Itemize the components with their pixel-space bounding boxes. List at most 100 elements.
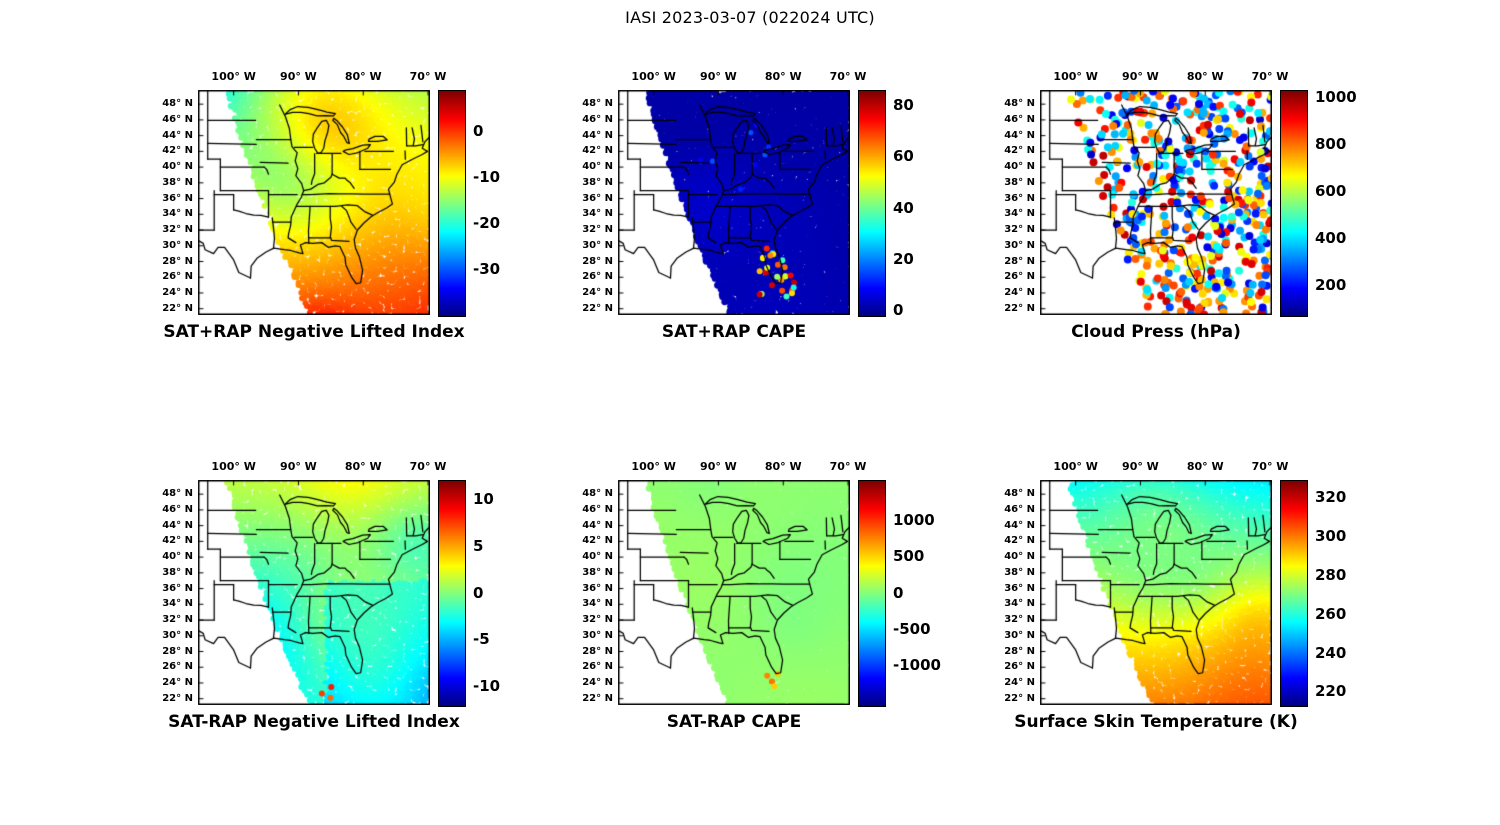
colorbar [858, 480, 886, 707]
panel-surface-skin-temp: Surface Skin Temperature (K) 320 300 280 26… [970, 435, 1380, 747]
map-plot [1040, 480, 1272, 705]
colorbar-tick-label: 320 [1315, 488, 1347, 507]
lat-tick-label: 40° N [162, 551, 193, 563]
lon-tick-label: 70° W [829, 70, 867, 83]
lat-tick-label: 40° N [582, 551, 613, 563]
colorbar-tick-label: 400 [1315, 228, 1347, 247]
lat-tick-label: 32° N [582, 224, 613, 236]
lat-tick-label: 44° N [1004, 129, 1035, 141]
lat-tick-label: 44° N [582, 129, 613, 141]
lat-tick-label: 24° N [1004, 676, 1035, 688]
lat-tick-label: 48° N [162, 488, 193, 500]
lat-tick-label: 42° N [582, 145, 613, 157]
lat-tick-label: 28° N [162, 645, 193, 657]
lon-tick-label: 70° W [829, 460, 867, 473]
colorbar-tick-label: -1000 [893, 656, 941, 675]
lon-tick-label: 90° W [700, 460, 737, 473]
lat-tick-label: 38° N [162, 176, 193, 188]
lat-tick-label: 26° N [162, 661, 193, 673]
lat-tick-label: 32° N [582, 614, 613, 626]
lat-tick-label: 34° N [582, 208, 613, 220]
lat-tick-label: 30° N [582, 239, 613, 251]
lat-tick-label: 26° N [582, 661, 613, 673]
lat-tick-label: 38° N [582, 176, 613, 188]
lat-tick-label: 30° N [162, 239, 193, 251]
lat-tick-label: 22° N [582, 302, 613, 314]
colorbar-tick-label: -500 [893, 619, 931, 638]
lat-tick-label: 46° N [582, 113, 613, 125]
lat-tick-label: 32° N [162, 224, 193, 236]
colorbar-tick-label: -10 [473, 677, 501, 696]
lat-tick-label: 24° N [1004, 286, 1035, 298]
lon-tick-label: 80° W [1186, 460, 1224, 473]
lat-tick-label: 42° N [1004, 535, 1035, 547]
lon-tick-label: 100° W [631, 70, 676, 83]
lat-tick-label: 44° N [162, 129, 193, 141]
lon-tick-label: 90° W [280, 460, 317, 473]
lat-tick-label: 34° N [162, 598, 193, 610]
panel-sat-minus-rap-nli: SAT-RAP Negative Lifted Index 10 5 0 -5 -10 1… [128, 435, 538, 747]
colorbar-tick-label: 20 [893, 249, 914, 268]
lon-tick-label: 80° W [344, 460, 382, 473]
colorbar-tick-label: -5 [473, 630, 490, 649]
colorbar-tick-label: 0 [473, 122, 484, 141]
colorbar [1280, 480, 1308, 707]
colorbar-tick-label: -10 [473, 168, 501, 187]
colorbar-tick-label: 240 [1315, 643, 1347, 662]
colorbar-tick-label: 80 [893, 96, 914, 115]
lat-tick-label: 34° N [162, 208, 193, 220]
map-plot [1040, 90, 1272, 315]
lon-tick-label: 80° W [1186, 70, 1224, 83]
colorbar-tick-label: -30 [473, 260, 501, 279]
lat-tick-label: 44° N [1004, 519, 1035, 531]
map-plot [198, 480, 430, 705]
lat-tick-label: 28° N [582, 255, 613, 267]
colorbar-tick-label: 260 [1315, 604, 1347, 623]
lon-tick-label: 80° W [764, 70, 802, 83]
colorbar-tick-label: 220 [1315, 682, 1347, 701]
lat-tick-label: 38° N [1004, 176, 1035, 188]
lat-tick-label: 38° N [582, 566, 613, 578]
lat-tick-label: 22° N [582, 692, 613, 704]
lat-tick-label: 28° N [582, 645, 613, 657]
panel-title: Cloud Press (hPa) [1071, 322, 1241, 342]
map-plot [618, 480, 850, 705]
lat-tick-label: 30° N [1004, 239, 1035, 251]
lat-tick-label: 48° N [582, 488, 613, 500]
lon-tick-label: 100° W [211, 70, 256, 83]
lat-tick-label: 36° N [162, 582, 193, 594]
lon-tick-label: 80° W [764, 460, 802, 473]
lat-tick-label: 48° N [1004, 98, 1035, 110]
lat-tick-label: 28° N [162, 255, 193, 267]
lon-tick-label: 90° W [280, 70, 317, 83]
colorbar-tick-label: 1000 [1315, 88, 1357, 107]
lat-tick-label: 34° N [582, 598, 613, 610]
lat-tick-label: 30° N [162, 629, 193, 641]
lat-tick-label: 32° N [162, 614, 193, 626]
lat-tick-label: 42° N [1004, 145, 1035, 157]
lat-tick-label: 46° N [1004, 503, 1035, 515]
panel-title: Surface Skin Temperature (K) [1014, 712, 1298, 732]
colorbar-tick-label: 500 [893, 547, 925, 566]
colorbar-tick-label: 600 [1315, 181, 1347, 200]
colorbar-tick-label: 10 [473, 489, 494, 508]
panel-cloud-press: Cloud Press (hPa) 1000 800 600 400 200 100° W… [970, 45, 1380, 357]
lon-tick-label: 100° W [1053, 70, 1098, 83]
lon-tick-label: 100° W [211, 460, 256, 473]
lat-tick-label: 22° N [1004, 302, 1035, 314]
lon-tick-label: 70° W [409, 70, 447, 83]
lat-tick-label: 48° N [1004, 488, 1035, 500]
lat-tick-label: 46° N [582, 503, 613, 515]
colorbar-tick-label: 200 [1315, 275, 1347, 294]
colorbar [438, 480, 466, 707]
lat-tick-label: 28° N [1004, 645, 1035, 657]
colorbar-tick-label: 0 [893, 300, 904, 319]
lat-tick-label: 26° N [162, 271, 193, 283]
lat-tick-label: 36° N [1004, 582, 1035, 594]
colorbar [858, 90, 886, 317]
lat-tick-label: 46° N [1004, 113, 1035, 125]
panel-sat-plus-rap-nli: SAT+RAP Negative Lifted Index 0 -10 -20 -30… [128, 45, 538, 357]
lon-tick-label: 90° W [700, 70, 737, 83]
lat-tick-label: 24° N [582, 676, 613, 688]
